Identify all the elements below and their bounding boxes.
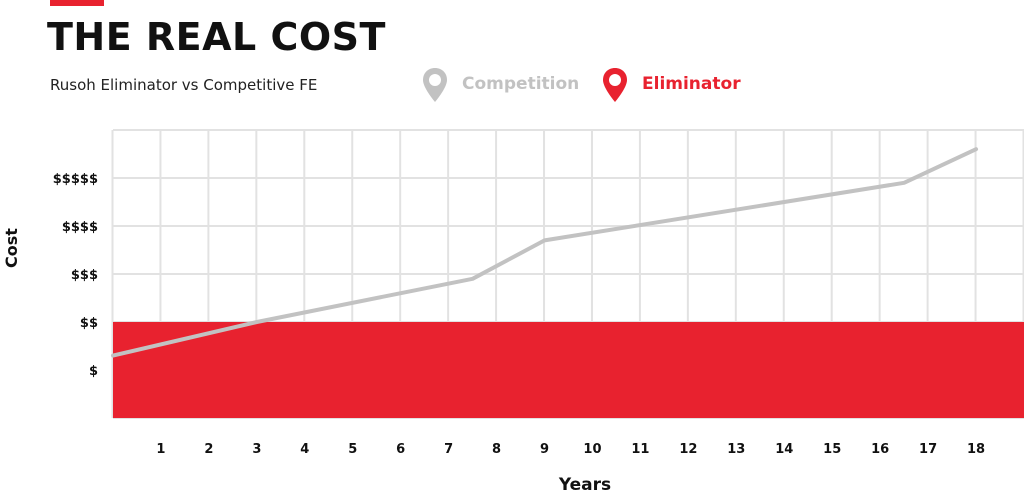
x-tick-label: 15 (823, 442, 841, 457)
x-tick-label: 18 (967, 442, 985, 457)
x-tick-label: 3 (252, 442, 261, 457)
map-pin-icon (423, 68, 447, 102)
y-axis-label: Cost (2, 228, 21, 268)
x-tick-label: 4 (300, 442, 309, 457)
x-tick-label: 9 (540, 442, 549, 457)
x-tick-label: 12 (679, 442, 697, 457)
x-tick-label: 16 (871, 442, 889, 457)
x-axis-label: Years (558, 475, 611, 495)
x-tick-label: 11 (631, 442, 649, 457)
page-title: THE REAL COST (47, 15, 386, 59)
x-tick-label: 14 (775, 442, 793, 457)
x-tick-label: 13 (727, 442, 745, 457)
x-tick-label: 7 (444, 442, 453, 457)
competition-line (111, 147, 979, 358)
x-tick-label: 8 (492, 442, 501, 457)
x-tick-label: 2 (204, 442, 213, 457)
y-tick-label: $$ (80, 316, 98, 331)
y-tick-label: $$$ (71, 268, 98, 283)
x-tick-label: 6 (396, 442, 405, 457)
y-tick-label: $$$$$ (53, 172, 98, 187)
page-subtitle: Rusoh Eliminator vs Competitive FE (50, 76, 318, 94)
y-tick-label: $ (89, 364, 98, 379)
legend-label-eliminator: Eliminator (642, 74, 741, 94)
eliminator-area (113, 322, 1024, 418)
accent-bar (50, 0, 104, 6)
legend-label-competition: Competition (462, 74, 580, 94)
y-tick-label: $$$$ (62, 220, 98, 235)
x-tick-label: 5 (348, 442, 357, 457)
x-tick-label: 1 (156, 442, 165, 457)
x-tick-label: 10 (583, 442, 601, 457)
x-tick-label: 17 (919, 442, 937, 457)
map-pin-icon (603, 68, 627, 102)
